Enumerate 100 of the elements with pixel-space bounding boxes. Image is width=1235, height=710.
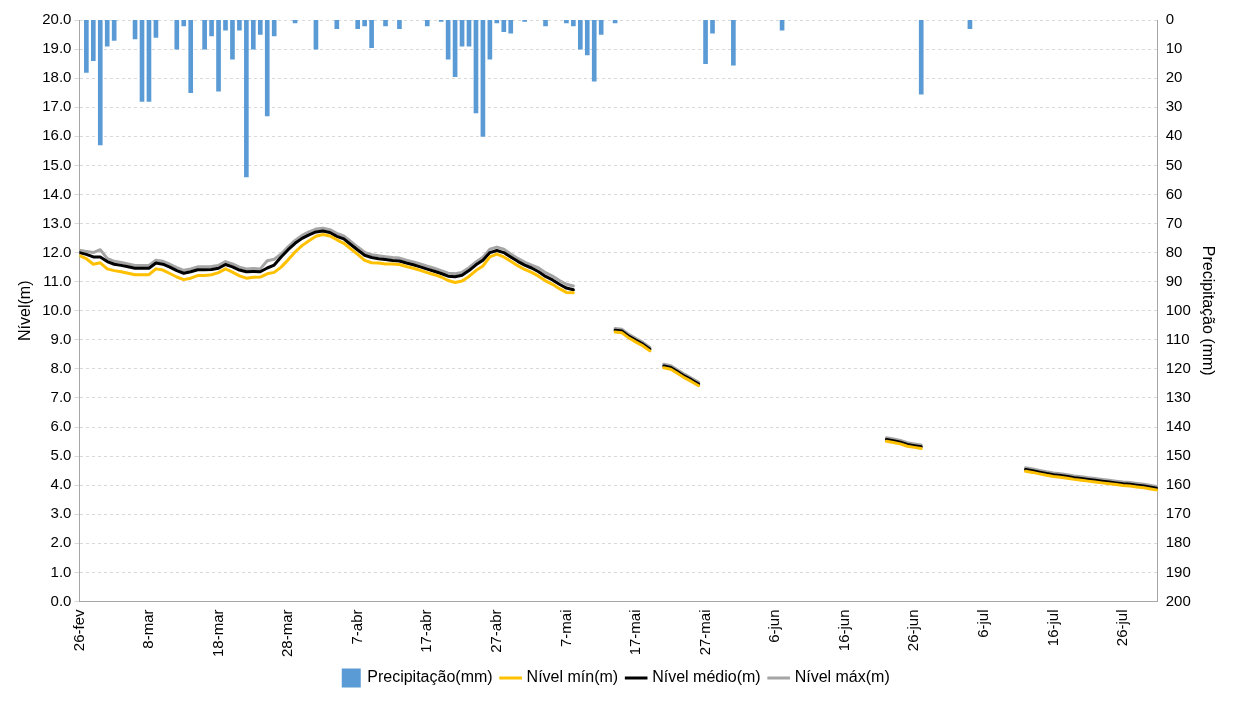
y-tick-label: 13.0 [42,213,72,231]
y-tick-label: 9.0 [50,329,72,347]
y-tick-label: 4.0 [50,475,72,493]
bar [355,20,361,30]
legend-label: Nível médio(m) [652,668,761,686]
x-tick-label: 8-mar [139,609,157,649]
y-tick-label: 8.0 [50,359,72,377]
bar [571,20,576,27]
bar [202,20,207,50]
y2-tick-label: 70 [1165,213,1183,231]
bar [703,20,708,64]
bar [230,20,235,60]
y2-tick-label: 80 [1165,242,1183,260]
y2-tick-label: 60 [1165,184,1183,202]
y-tick-label: 5.0 [50,446,72,464]
x-tick-label: 6-jun [765,609,783,643]
y-tick-label: 19.0 [42,39,72,57]
bar [334,20,340,30]
y2-tick-label: 20 [1165,68,1183,86]
y-tick-label: 14.0 [42,184,72,202]
bar [264,20,270,117]
bar [397,20,402,30]
y-tick-label: 17.0 [42,97,72,115]
y2-tick-label: 0 [1165,10,1175,28]
bar [577,20,583,50]
bar [779,20,785,31]
x-tick-label: 6-jul [973,609,991,638]
bar [383,20,388,27]
y2-tick-label: 90 [1165,271,1183,289]
y-tick-label: 18.0 [42,68,72,86]
y-tick-label: 2.0 [50,533,72,551]
y-tick-label: 7.0 [50,388,72,406]
bar [501,20,507,32]
bar [584,20,590,56]
y-tick-label: 0.0 [50,591,72,609]
legend-label: Nível máx(m) [794,668,890,686]
bar [111,20,117,41]
bar [508,20,514,34]
y2-tick-label: 120 [1165,359,1191,377]
bar [369,20,374,48]
x-tick-label: 26-jul [1113,609,1131,647]
bar [209,20,214,37]
bar [591,20,597,82]
x-tick-label: 26-jun [904,609,922,652]
legend-label: Nível mín(m) [526,668,619,686]
legend-label: Precipitação(mm) [367,668,493,686]
y-tick-label: 10.0 [42,300,72,318]
bar [251,20,256,50]
y2-tick-label: 140 [1165,417,1191,435]
y-tick-label: 1.0 [50,562,72,580]
x-tick-label: 28-mar [278,609,296,657]
x-tick-label: 17-abr [417,609,435,653]
bar [216,20,221,92]
bar [362,20,367,27]
y-tick-label: 3.0 [50,504,72,522]
bar [181,20,187,27]
x-tick-label: 16-jun [834,609,852,652]
x-tick-label: 26-fev [69,609,87,652]
y2-axis-title: Precipitação (mm) [1199,245,1217,376]
bar [731,20,736,66]
x-tick-label: 27-abr [486,609,504,653]
y2-tick-label: 130 [1165,388,1191,406]
bar [237,20,242,31]
y2-tick-label: 50 [1165,155,1183,173]
y2-tick-label: 190 [1165,562,1191,580]
bar [97,20,103,146]
y2-tick-label: 30 [1165,97,1183,115]
bar [104,20,110,47]
x-tick-label: 17-mai [626,609,644,656]
y-axis-title: Nível(m) [16,280,34,341]
y-tick-label: 16.0 [42,126,72,144]
bar [424,20,430,27]
bar [223,20,228,31]
x-tick-label: 7-mai [556,609,574,647]
y-tick-label: 11.0 [43,271,72,289]
x-tick-label: 18-mar [208,609,226,657]
y2-tick-label: 180 [1165,533,1191,551]
x-tick-label: 7-abr [347,609,365,645]
bar [188,20,194,94]
bar [271,20,277,37]
x-tick-label: 27-mai [695,609,713,656]
y2-tick-label: 40 [1165,126,1183,144]
bar [174,20,180,50]
y2-tick-label: 10 [1165,39,1183,57]
y-tick-label: 12.0 [42,242,72,260]
bar [564,20,569,24]
y2-tick-label: 110 [1165,329,1190,347]
y2-tick-label: 150 [1165,446,1191,464]
bar [543,20,548,27]
bar [918,20,924,95]
y2-tick-label: 170 [1165,504,1191,522]
y-tick-label: 6.0 [50,417,72,435]
x-tick-label: 16-jul [1043,609,1061,647]
y2-tick-label: 100 [1165,300,1191,318]
y-tick-label: 15.0 [42,155,72,173]
bar [710,20,715,34]
y2-tick-label: 160 [1165,475,1191,493]
y-tick-label: 20.0 [42,10,72,28]
bar [257,20,263,35]
y2-tick-label: 200 [1165,591,1191,609]
